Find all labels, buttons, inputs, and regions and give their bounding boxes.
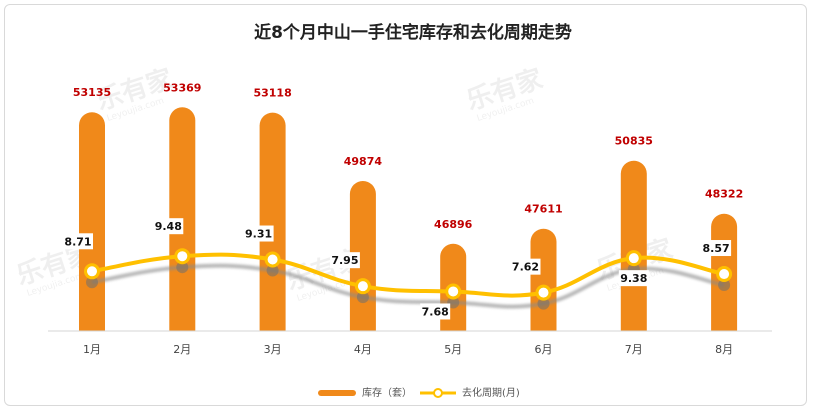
bar-value-label: 48322 [705,188,743,201]
line-marker-8[interactable] [716,266,733,283]
line-label-box [153,218,184,235]
bar-value-label: 47611 [524,203,562,216]
line-marker-4[interactable] [354,278,371,295]
bar-value-label: 46896 [434,218,473,231]
line-label-box [701,240,732,257]
line-marker-shadow [266,264,279,277]
x-axis-ticks: 1月 2月 3月 4月 5月 6月 7月 8月 [83,343,733,356]
line-marker-shadow [86,276,98,289]
legend-label-inventory: 库存（套） [362,386,412,399]
chart-title: 近8个月中山一手住宅库存和去化周期走势 [254,22,572,43]
line-value-label: 7.95 [331,254,358,267]
line-marker-3[interactable] [264,251,281,268]
legend-item-inventory[interactable]: 库存（套） [318,386,412,399]
line-label-box [63,233,93,250]
line-series: 8.71 9.48 9.31 7.95 7.68 7.62 9.38 8.57 [63,218,733,320]
line-marker-5[interactable] [445,283,462,300]
x-tick-label: 4月 [354,343,372,356]
bar-series: 53135 53369 53118 49874 46896 47611 50835 48322 [40,81,780,346]
line-value-label: 8.57 [703,242,730,255]
x-tick-label: 2月 [173,343,191,356]
line-marker-shadow [356,291,369,304]
x-tick-label: 8月 [715,343,733,356]
axis-mask [40,331,780,346]
line-marker-shadow [718,279,731,292]
line-marker-6[interactable] [535,284,552,301]
line-label-box [420,303,451,320]
line-marker-2[interactable] [174,248,191,265]
line-value-label: 7.68 [422,305,449,318]
bar-1[interactable] [79,112,105,343]
line-marker-shadow [176,261,189,274]
line-marker-7[interactable] [625,250,642,267]
line-label-box [510,258,541,275]
line-label-box [618,270,649,287]
line-marker-shadow [537,297,550,310]
line-value-label: 8.71 [64,235,91,248]
line-marker-1[interactable] [84,263,100,280]
bar-value-label: 50835 [615,135,653,148]
line-label-box [243,225,274,242]
line-value-label: 7.62 [512,261,539,274]
legend: 库存（套） 去化周期(月) [318,386,520,399]
bar-value-label: 49874 [344,155,383,168]
line-value-label: 9.48 [155,220,182,233]
bar-4[interactable] [349,180,376,343]
line-label-box [329,252,360,269]
x-tick-label: 5月 [444,343,462,356]
legend-label-cycle: 去化周期(月) [462,386,520,399]
line-path[interactable] [91,252,725,298]
x-tick-label: 7月 [625,343,643,356]
x-tick-label: 1月 [83,343,101,356]
bar-value-label: 53135 [73,86,111,99]
x-tick-label: 6月 [535,343,553,356]
legend-swatch-cycle-marker [433,388,443,398]
legend-item-cycle[interactable]: 去化周期(月) [420,386,520,399]
x-tick-label: 3月 [264,343,282,356]
line-value-label: 9.38 [620,272,647,285]
line-value-label: 9.31 [245,228,272,241]
bar-value-label: 53118 [253,87,291,100]
bar-value-label: 53369 [163,81,201,94]
legend-swatch-inventory [318,390,356,396]
